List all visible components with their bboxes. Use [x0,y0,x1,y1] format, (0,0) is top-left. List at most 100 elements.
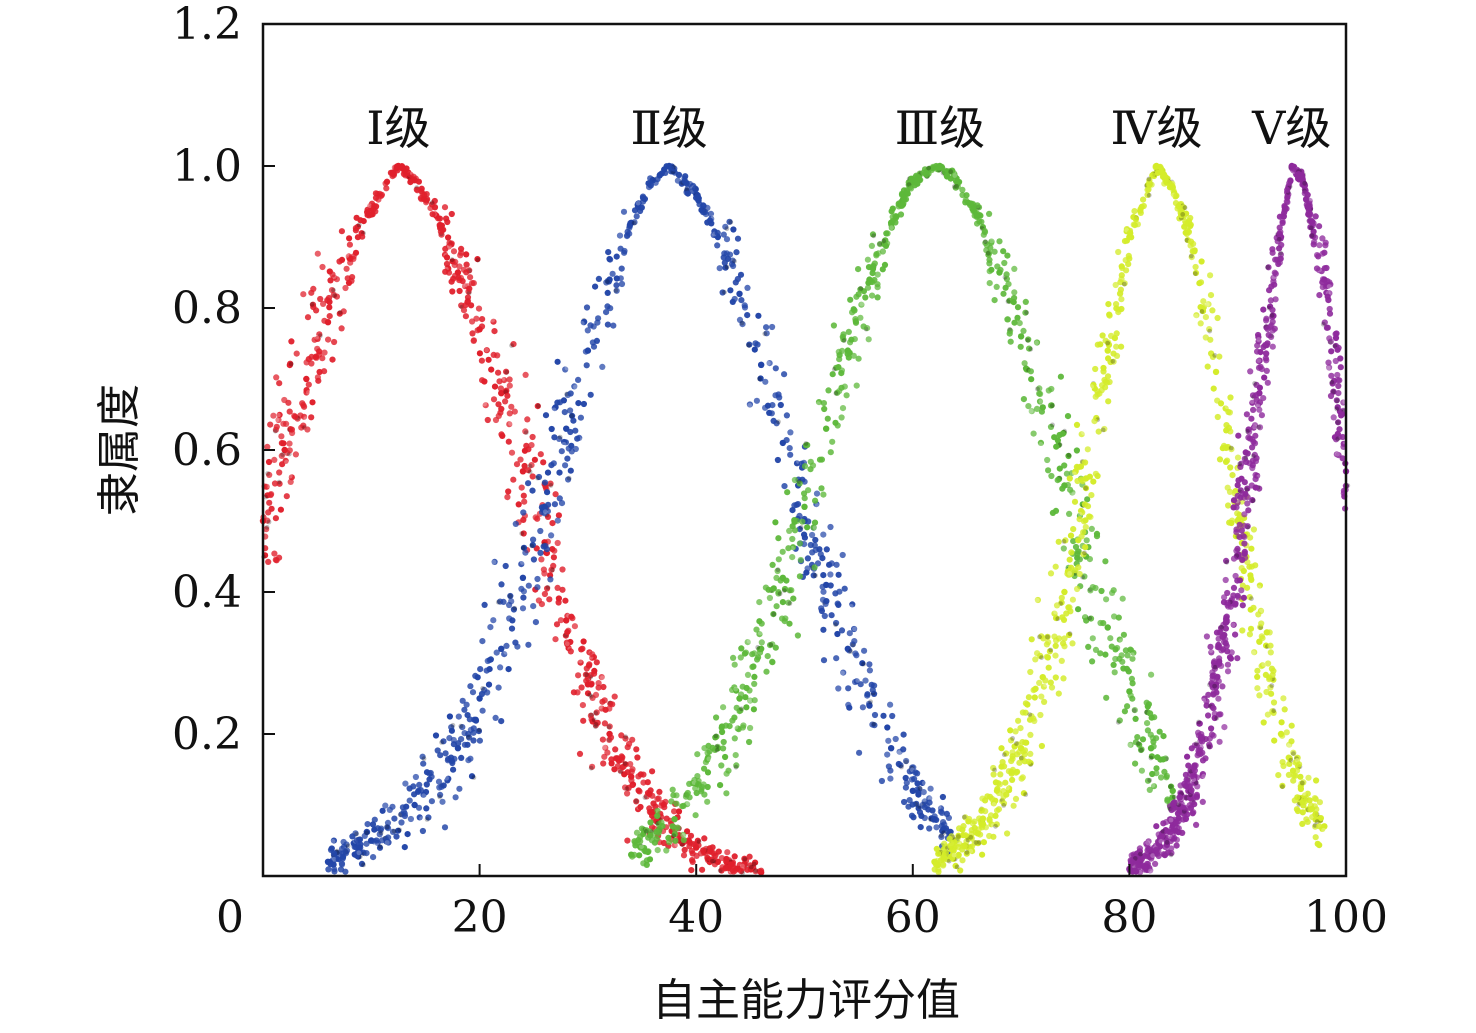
data-point [292,413,299,420]
data-point [737,707,744,714]
data-point [789,554,796,561]
data-point [803,441,809,446]
data-point [548,566,555,573]
data-point [804,565,811,572]
data-point [1043,641,1050,648]
data-point [557,617,565,624]
data-point [567,407,574,414]
data-point [404,831,411,838]
data-point [1053,637,1060,644]
data-point [882,237,889,244]
data-point [1076,570,1083,578]
data-point [1275,260,1282,268]
data-point [954,864,960,870]
data-point [488,366,495,373]
data-point [1256,337,1261,342]
data-point [856,749,863,756]
data-point [758,361,765,369]
data-point [1150,783,1158,790]
data-point [959,186,966,193]
data-point [733,686,739,692]
data-point [1103,596,1110,603]
data-point [1254,342,1261,349]
data-point [1005,299,1011,304]
data-point [1173,192,1180,199]
data-point [740,863,745,869]
data-point [900,731,907,738]
data-point [1082,459,1089,466]
data-point [273,557,280,564]
data-point [673,800,680,807]
data-point [364,829,371,836]
data-point [476,350,483,357]
x-tick-label: 0 [216,892,244,943]
data-point [753,868,759,874]
data-point [1058,599,1065,606]
data-point [1266,676,1273,683]
data-point [343,265,350,272]
data-point [1061,588,1068,596]
data-point [444,775,449,781]
data-point [481,378,488,385]
data-point [1046,648,1053,655]
data-point [1278,250,1284,256]
data-point [461,730,468,737]
data-point [1199,757,1207,764]
data-point [590,343,598,350]
series-label-1: Ⅰ级 [366,101,430,155]
data-point [512,639,519,646]
data-point [1086,473,1093,480]
data-point [933,816,940,824]
data-point [1192,271,1198,276]
data-point [506,376,513,383]
data-point [1100,427,1106,433]
data-point [466,285,473,292]
data-point [889,225,894,231]
data-point [853,678,860,685]
data-point [1045,634,1050,640]
data-point [1188,787,1195,794]
data-point [1038,742,1045,750]
data-point [599,698,606,705]
data-point [1210,385,1217,392]
data-point [491,328,498,335]
data-point [458,249,465,256]
data-point [444,218,451,226]
data-point [276,469,283,476]
data-point [1247,606,1254,613]
data-point [1222,458,1230,465]
data-point [499,432,506,439]
data-point [706,217,714,224]
data-point [789,523,796,530]
data-point [1064,481,1071,489]
data-point [746,853,753,860]
data-point [938,833,945,841]
data-point [273,423,280,430]
data-point [1279,782,1286,789]
data-point [701,765,708,772]
data-point [908,812,916,819]
data-point [1168,784,1173,789]
data-point [604,303,611,310]
data-point [1248,545,1255,552]
data-point [1052,642,1059,650]
data-point [1207,328,1213,334]
data-point [656,788,663,796]
data-point [807,541,814,549]
data-point [372,190,379,197]
data-point [1124,652,1131,659]
data-point [790,595,797,602]
data-point [331,287,336,293]
data-point [529,433,536,441]
data-point [304,426,311,433]
data-point [522,371,529,378]
data-point [1175,829,1182,836]
data-point [370,206,377,213]
x-tick-label: 100 [1304,892,1388,943]
data-point [839,405,847,412]
data-point [565,476,572,483]
data-point [1195,729,1202,736]
data-point [410,783,417,790]
data-point [1028,408,1035,415]
data-point [1036,390,1043,397]
